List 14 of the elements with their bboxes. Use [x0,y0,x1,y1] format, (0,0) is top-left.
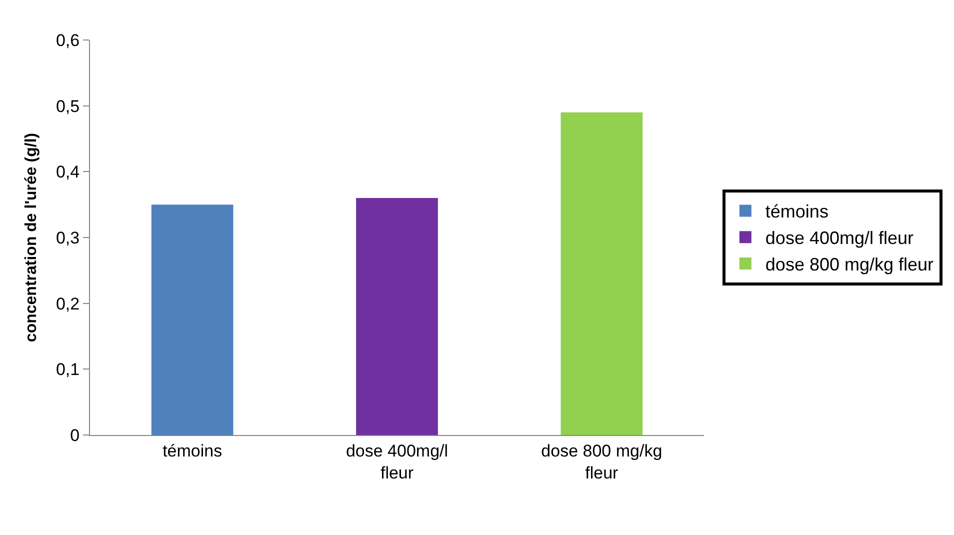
y-tick-label: 0,5 [56,96,80,116]
y-tick-label: 0,6 [56,30,80,50]
y-tick-label: 0,4 [56,162,80,182]
x-tick-label: dose 400mg/l fleur [346,441,448,482]
legend-label: dose 800 mg/kg fleur [765,254,934,275]
y-tick-label: 0,3 [56,228,80,248]
x-tick-label: dose 800 mg/kg fleur [541,441,662,482]
y-axis-title: concentration de l'urée (g/l) [22,132,40,342]
legend-label: dose 400mg/l fleur [765,228,914,248]
legend-label: témoins [765,202,828,222]
x-tick-label: témoins [162,441,222,460]
y-tick-label: 0,1 [56,360,80,380]
y-tick-label: 0,2 [56,294,80,314]
y-tick-label: 0 [70,426,80,445]
